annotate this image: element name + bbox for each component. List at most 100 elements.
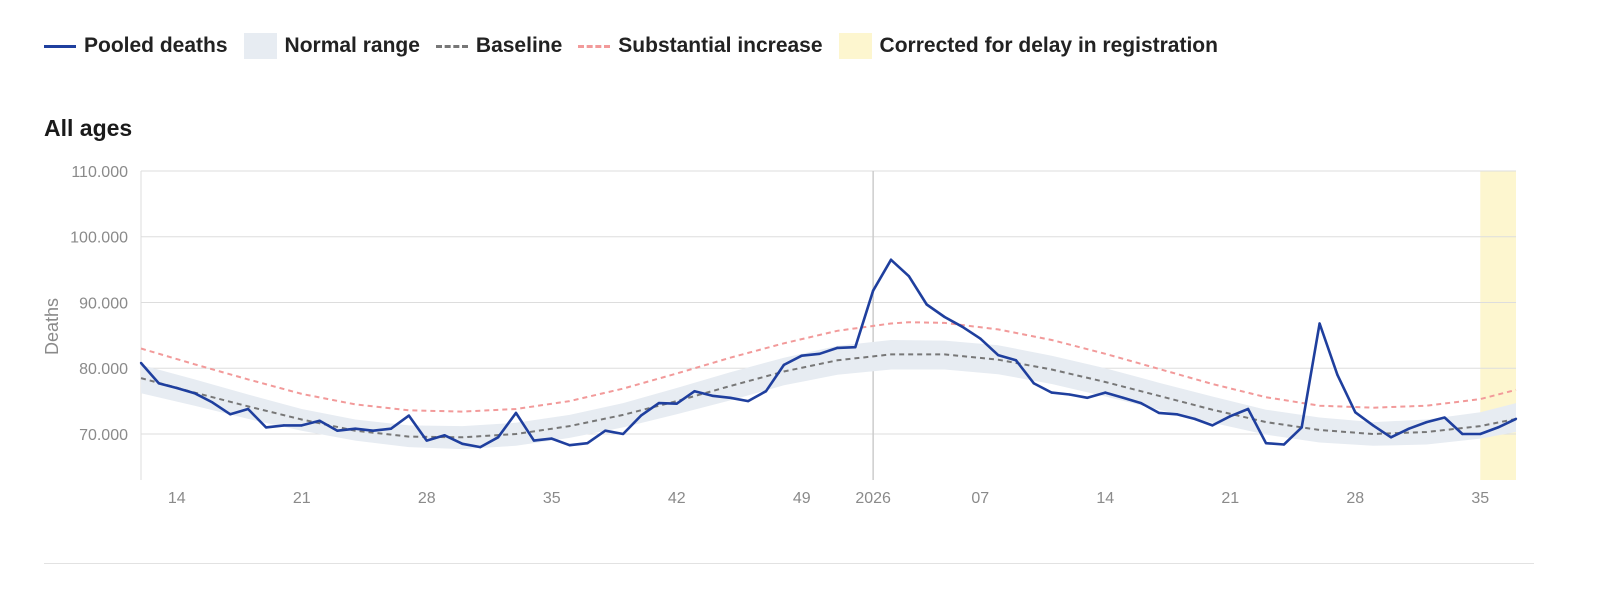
legend-label-substantial-increase: Substantial increase bbox=[618, 34, 823, 57]
pooled-deaths-point bbox=[979, 337, 982, 340]
pooled-deaths-point bbox=[1425, 420, 1428, 424]
pooled-deaths-point bbox=[1211, 424, 1214, 427]
pooled-deaths-point bbox=[1407, 427, 1411, 430]
normal-range-band bbox=[141, 340, 1516, 450]
pooled-deaths-point bbox=[1050, 391, 1053, 394]
pooled-deaths-point bbox=[996, 353, 1000, 357]
legend-label-normal-range: Normal range bbox=[284, 34, 420, 57]
pooled-deaths-point bbox=[871, 289, 875, 292]
pooled-deaths-point bbox=[318, 419, 321, 423]
pooled-deaths-point bbox=[175, 386, 178, 390]
legend-label-baseline: Baseline bbox=[475, 34, 563, 57]
pooled-deaths-point bbox=[961, 325, 964, 329]
x-tick-label: 42 bbox=[668, 490, 686, 507]
pooled-deaths-point bbox=[586, 441, 589, 445]
x-tick-label: 49 bbox=[793, 490, 811, 507]
pooled-deaths-point bbox=[693, 390, 696, 393]
pooled-deaths-point bbox=[1318, 322, 1321, 325]
pooled-deaths-point bbox=[782, 363, 786, 367]
pooled-deaths-point bbox=[1514, 417, 1518, 421]
pooled-deaths-point bbox=[1157, 411, 1161, 415]
pooled-deaths-point bbox=[854, 345, 857, 349]
pooled-deaths-point bbox=[621, 432, 625, 436]
pooled-deaths-point bbox=[711, 394, 714, 398]
legend-swatch-corrected-delay bbox=[838, 33, 872, 59]
pooled-deaths-point bbox=[1229, 415, 1232, 418]
pooled-deaths-point bbox=[264, 426, 268, 429]
pooled-deaths-point bbox=[1443, 416, 1446, 419]
legend-swatch-baseline bbox=[435, 44, 468, 48]
x-tick-label: 14 bbox=[1096, 490, 1114, 507]
mortality-chart: 70.000 80.000 90.000 100.000 110.000 14 21 28 35… bbox=[42, 164, 1518, 507]
y-tick-label: 90.000 bbox=[79, 295, 128, 312]
pooled-deaths-point bbox=[746, 399, 750, 403]
pooled-deaths-point bbox=[229, 413, 232, 416]
pooled-deaths-point bbox=[1032, 382, 1036, 385]
pooled-deaths-point bbox=[282, 424, 286, 427]
pooled-deaths-point bbox=[889, 258, 893, 261]
legend-item-corrected-delay[interactable]: Corrected for delay in registration bbox=[838, 33, 1218, 59]
pooled-deaths-point bbox=[729, 396, 732, 400]
pooled-deaths-point bbox=[336, 429, 339, 432]
x-tick-label: 28 bbox=[1346, 490, 1364, 507]
legend-item-normal-range[interactable]: Normal range bbox=[243, 33, 420, 59]
x-tick-label: 28 bbox=[418, 490, 436, 507]
x-tick-label: 14 bbox=[168, 490, 186, 507]
pooled-deaths-point bbox=[496, 436, 500, 439]
pooled-deaths-point bbox=[1354, 411, 1357, 414]
legend-swatch-normal-range bbox=[243, 33, 277, 59]
pooled-deaths-point bbox=[604, 429, 607, 432]
pooled-deaths-point bbox=[1336, 373, 1339, 377]
pooled-deaths-point bbox=[943, 315, 946, 319]
pooled-deaths-point bbox=[389, 427, 393, 430]
pooled-deaths-point bbox=[657, 401, 661, 405]
pooled-deaths-point bbox=[1193, 417, 1196, 421]
pooled-deaths-point bbox=[1282, 443, 1286, 446]
pooled-deaths-point bbox=[514, 411, 518, 415]
pooled-deaths-point bbox=[1371, 424, 1375, 427]
pooled-deaths-point bbox=[1121, 396, 1125, 400]
pooled-deaths-point bbox=[907, 274, 911, 278]
y-tick-label: 100.000 bbox=[70, 230, 128, 247]
pooled-deaths-point bbox=[157, 382, 161, 385]
legend-label-pooled-deaths: Pooled deaths bbox=[84, 34, 228, 57]
pooled-deaths-point bbox=[425, 439, 428, 442]
pooled-deaths-point bbox=[1104, 391, 1107, 394]
legend-item-pooled-deaths[interactable]: Pooled deaths bbox=[44, 34, 228, 58]
legend-swatch-substantial-increase bbox=[578, 44, 611, 48]
pooled-deaths-point bbox=[461, 442, 464, 446]
x-tick-label: 07 bbox=[971, 490, 989, 507]
pooled-deaths-point bbox=[818, 352, 821, 355]
pooled-deaths-point bbox=[675, 402, 678, 405]
pooled-deaths-point bbox=[1264, 441, 1268, 445]
x-tick-label: 2026 bbox=[855, 490, 891, 507]
pooled-deaths-point bbox=[1086, 396, 1089, 400]
legend-label-corrected-delay: Corrected for delay in registration bbox=[879, 34, 1218, 57]
pooled-deaths-point bbox=[1068, 393, 1071, 396]
pooled-deaths-point bbox=[354, 427, 357, 430]
legend-swatch-pooled-deaths bbox=[44, 44, 76, 48]
y-tick-label: 70.000 bbox=[79, 427, 128, 444]
x-tick-label: 21 bbox=[293, 490, 311, 507]
pooled-deaths-point bbox=[407, 414, 411, 417]
pooled-deaths-point bbox=[443, 434, 446, 437]
pooled-deaths-point bbox=[1139, 401, 1143, 405]
pooled-deaths-point bbox=[550, 437, 553, 440]
legend-item-baseline[interactable]: Baseline bbox=[435, 34, 563, 58]
pooled-deaths-point bbox=[371, 429, 375, 432]
legend-item-substantial-increase[interactable]: Substantial increase bbox=[578, 34, 823, 58]
y-axis-label: Deaths bbox=[42, 298, 62, 355]
x-tick-label: 21 bbox=[1221, 490, 1239, 507]
pooled-deaths-point bbox=[1496, 426, 1500, 429]
pooled-deaths-point bbox=[1246, 407, 1250, 411]
pooled-deaths-point bbox=[193, 392, 196, 395]
chart-title: All ages bbox=[44, 115, 133, 141]
pooled-deaths-point bbox=[211, 401, 214, 404]
bottom-divider bbox=[44, 563, 1534, 564]
pooled-deaths-point bbox=[925, 303, 928, 306]
y-tick-label: 80.000 bbox=[79, 361, 128, 378]
pooled-deaths-point bbox=[1300, 426, 1303, 429]
pooled-deaths-point bbox=[1461, 432, 1464, 436]
baseline-line bbox=[140, 353, 1517, 439]
pooled-deaths-point bbox=[568, 443, 571, 447]
